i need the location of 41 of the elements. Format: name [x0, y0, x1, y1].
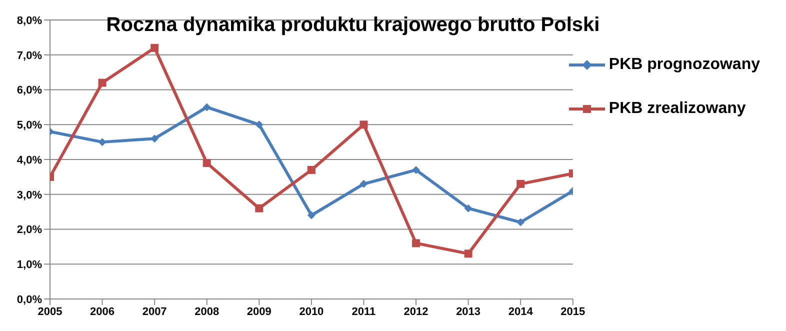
point: [307, 211, 316, 220]
chart-title: Roczna dynamika produktu krajowego brutto Polski: [105, 14, 601, 37]
point: [360, 180, 368, 188]
y-tick-label: 6,0%: [16, 84, 42, 97]
x-tick-label: 2009: [246, 306, 272, 318]
legend-label: PKB prognozowany: [608, 56, 760, 74]
x-tick-label: 2007: [142, 306, 167, 318]
point: [202, 103, 211, 112]
x-tick-label: 2008: [194, 306, 220, 318]
point: [516, 180, 525, 188]
y-tick-label: 2,0%: [16, 224, 42, 236]
y-tick-label: 4,0%: [16, 154, 42, 166]
x-tick-label: 2014: [508, 306, 534, 318]
point: [255, 120, 264, 129]
x-tick-label: 2011: [352, 306, 376, 318]
point: [464, 250, 472, 258]
point: [150, 134, 159, 143]
y-tick-label: 3,0%: [16, 189, 42, 202]
y-tick-label: 1,0%: [16, 259, 42, 272]
y-tick-label: 0,0%: [16, 294, 42, 306]
x-tick-label: 2013: [456, 306, 481, 318]
x-tick-label: 2005: [38, 306, 62, 318]
point: [150, 44, 159, 52]
point: [98, 78, 106, 87]
x-tick-label: 2015: [560, 306, 586, 318]
y-tick-label: 8,0%: [16, 14, 42, 27]
legend-label: PKB zrealizowany: [608, 100, 746, 118]
point: [464, 204, 472, 212]
point: [202, 158, 211, 167]
x-tick-label: 2012: [404, 306, 428, 318]
x-tick-label: 2006: [90, 306, 115, 318]
y-tick-label: 5,0%: [16, 120, 42, 132]
point: [412, 239, 420, 248]
point: [307, 166, 316, 174]
point: [98, 138, 106, 146]
point: [255, 204, 264, 212]
x-tick-label: 2010: [299, 306, 324, 318]
point: [516, 218, 525, 226]
point: [412, 166, 420, 174]
y-tick-label: 7,0%: [16, 50, 42, 62]
point: [360, 120, 368, 129]
